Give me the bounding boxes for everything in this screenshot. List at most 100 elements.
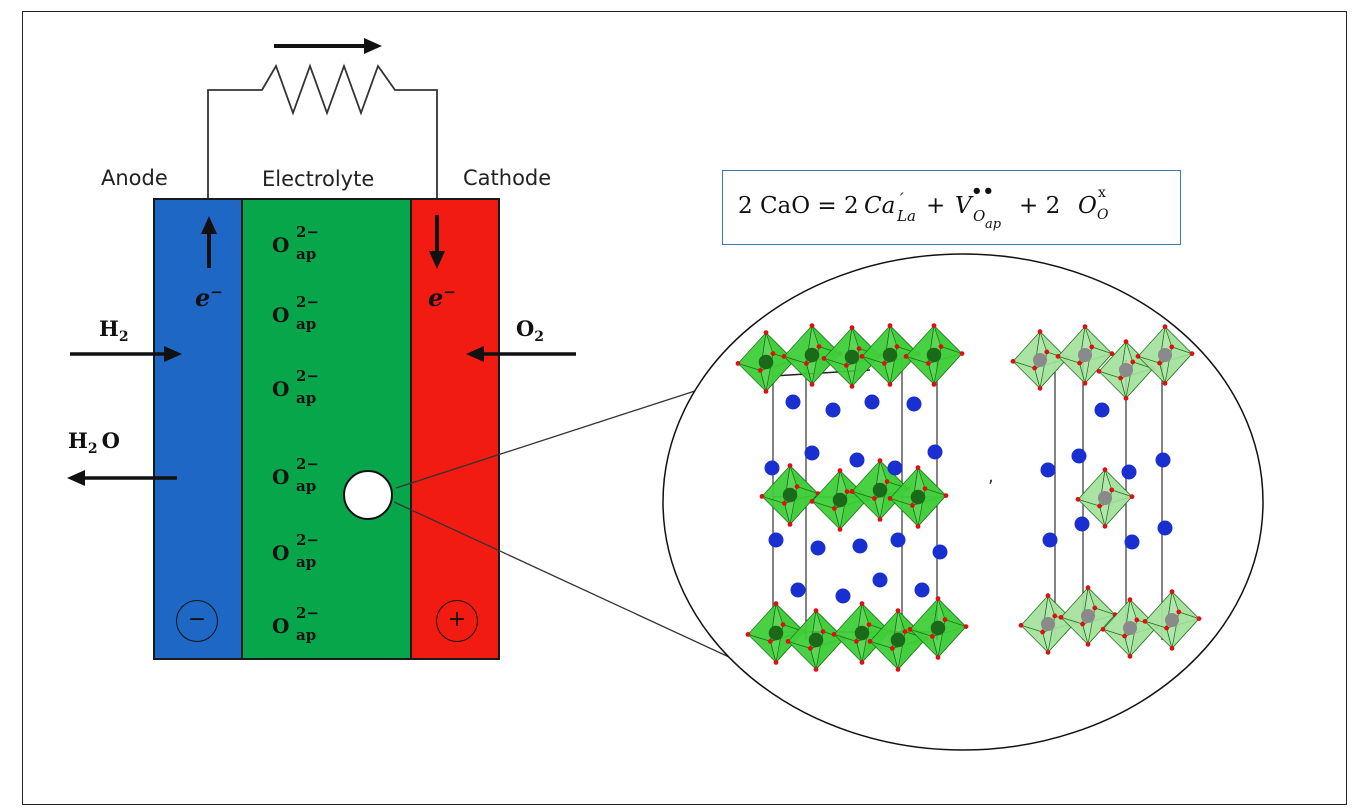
b-site-atom bbox=[926, 347, 942, 363]
b-site-atom bbox=[890, 632, 906, 648]
b-site-atom bbox=[1118, 362, 1134, 378]
oxygen-atom bbox=[887, 382, 893, 387]
oxygen-atom bbox=[1102, 523, 1108, 529]
oxygen-atom bbox=[1077, 360, 1082, 366]
h2o-label: H2 O bbox=[68, 428, 120, 457]
oxygen-atom bbox=[1134, 617, 1140, 623]
eq-plus1: + bbox=[926, 193, 946, 219]
oxygen-atom bbox=[1096, 368, 1102, 374]
a-site-cation bbox=[872, 572, 888, 588]
anode-layer bbox=[153, 198, 243, 660]
oxygen-atom bbox=[877, 517, 883, 522]
oxygen-atom bbox=[780, 622, 786, 627]
oxygen-atom bbox=[844, 489, 850, 494]
eq-v-sup: •• bbox=[971, 181, 995, 202]
oxygen-atom bbox=[859, 601, 865, 606]
cathode-layer bbox=[410, 198, 500, 660]
oxygen-atom bbox=[903, 354, 909, 359]
oxygen-atom bbox=[1118, 375, 1123, 381]
b-site-atom bbox=[832, 492, 848, 508]
a-site-cation bbox=[1155, 452, 1171, 468]
zoom-source-circle bbox=[343, 470, 393, 520]
oxide-ion: O 2− ap bbox=[272, 604, 320, 644]
a-site-cation bbox=[1094, 402, 1110, 418]
b-site-atom bbox=[854, 625, 870, 641]
a-site-cation bbox=[804, 445, 820, 461]
oxygen-atom bbox=[1127, 653, 1133, 659]
oxygen-atom bbox=[959, 351, 965, 356]
oxygen-atom bbox=[1085, 641, 1091, 647]
oxygen-atom bbox=[890, 646, 895, 651]
b-site-atom bbox=[872, 482, 888, 498]
eq-v-sub: O bbox=[973, 207, 986, 225]
oxygen-atom bbox=[930, 634, 935, 639]
oxygen-atom bbox=[794, 484, 800, 489]
oxygen-atom bbox=[1089, 344, 1095, 350]
oxygen-atom bbox=[1058, 614, 1064, 620]
negative-terminal: − bbox=[176, 600, 218, 642]
h2-label: H2 bbox=[99, 316, 129, 345]
oxygen-atom bbox=[1169, 344, 1175, 350]
a-site-cation bbox=[914, 582, 930, 598]
separator-mark: , bbox=[988, 466, 994, 487]
oxygen-atom bbox=[837, 527, 843, 532]
oxygen-atom bbox=[1102, 467, 1108, 473]
b-site-atom bbox=[844, 349, 860, 365]
oxygen-atom bbox=[1157, 360, 1162, 366]
oxygen-atom bbox=[1045, 593, 1051, 599]
a-site-cation bbox=[849, 452, 865, 468]
b-site-atom bbox=[1157, 347, 1173, 363]
oxygen-atom bbox=[1169, 589, 1175, 595]
electrolyte-label: Electrolyte bbox=[262, 167, 375, 191]
zoom-line-bottom bbox=[393, 501, 743, 664]
zoom-magnified-circle bbox=[662, 253, 1264, 751]
oxygen-atom bbox=[804, 361, 809, 366]
oxygen-atom bbox=[1162, 324, 1168, 330]
oxygen-atom bbox=[1040, 629, 1045, 635]
oxide-ion: O 2− ap bbox=[272, 367, 320, 407]
b-site-atom bbox=[1097, 490, 1113, 506]
oxygen-atom bbox=[1018, 622, 1024, 628]
positive-terminal: + bbox=[436, 600, 478, 642]
oxygen-atom bbox=[1162, 380, 1168, 386]
oxygen-atom bbox=[915, 524, 921, 529]
oxygen-atom bbox=[872, 496, 877, 501]
b-site-atom bbox=[804, 347, 820, 363]
oxygen-atom bbox=[809, 382, 815, 387]
oxygen-atom bbox=[813, 608, 819, 613]
oxygen-atom bbox=[866, 622, 872, 627]
oxygen-atom bbox=[859, 660, 865, 665]
b-site-atom bbox=[782, 487, 798, 503]
oxygen-atom bbox=[758, 368, 763, 373]
b-site-atom bbox=[930, 620, 946, 636]
oxygen-atom bbox=[781, 354, 787, 359]
oxygen-atom bbox=[895, 667, 901, 672]
oxygen-atom bbox=[1037, 385, 1043, 391]
oxygen-atom bbox=[1082, 324, 1088, 330]
oxygen-atom bbox=[1142, 618, 1148, 624]
cathode-label: Cathode bbox=[463, 166, 552, 190]
oxygen-atom bbox=[1080, 621, 1085, 627]
oxygen-atom bbox=[1189, 351, 1195, 357]
oxygen-atom bbox=[922, 486, 928, 491]
a-site-cation bbox=[1121, 464, 1137, 480]
oxygen-atom bbox=[910, 503, 915, 508]
electron-arrow-cathode-head bbox=[429, 251, 445, 269]
oxygen-atom bbox=[867, 639, 873, 644]
b-site-atom bbox=[1080, 608, 1096, 624]
oxygen-atom bbox=[832, 506, 837, 511]
oxygen-atom bbox=[820, 629, 826, 634]
oxygen-atom bbox=[735, 361, 741, 366]
b-site-atom bbox=[1077, 347, 1093, 363]
oxygen-atom bbox=[849, 325, 855, 330]
oxygen-atom bbox=[877, 458, 883, 463]
b-site-atom bbox=[1122, 620, 1138, 636]
a-site-cation bbox=[790, 582, 806, 598]
oxygen-atom bbox=[931, 323, 937, 328]
eq-v-subsub: ap bbox=[985, 217, 1002, 232]
oxygen-atom bbox=[882, 361, 887, 366]
oxygen-atom bbox=[931, 382, 937, 387]
a-site-cation bbox=[864, 394, 880, 410]
oxide-ion: O 2− ap bbox=[272, 531, 320, 571]
